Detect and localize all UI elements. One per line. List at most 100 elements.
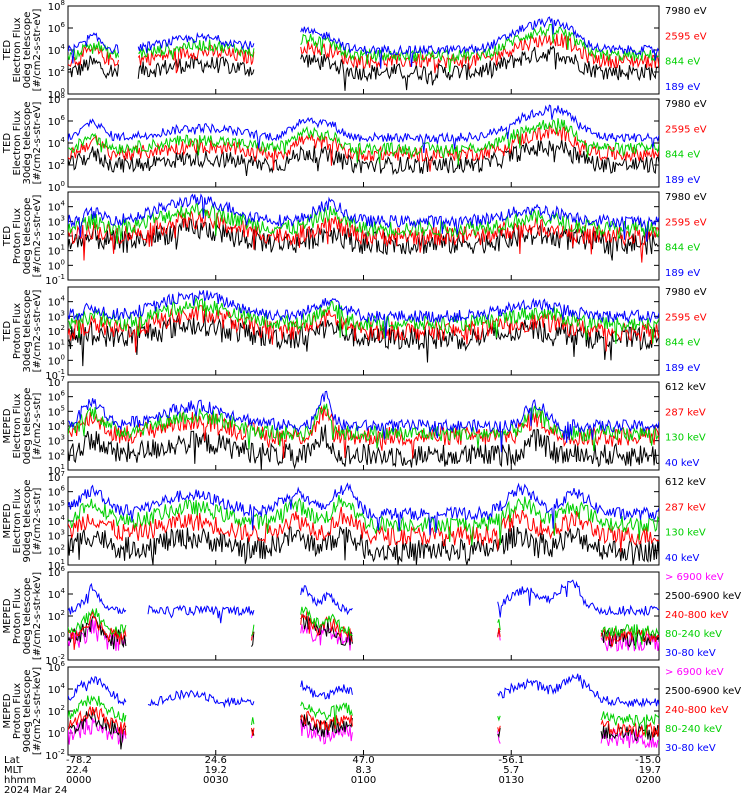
legend-entry: 189 eV: [665, 82, 700, 93]
y-axis-label: TEDElectron Flux30deg telescope[#/cm2-s-…: [2, 101, 43, 184]
y-tick-label: 102: [48, 158, 65, 172]
y-tick-label: 10-2: [45, 748, 65, 762]
y-tick-label: 10-1: [45, 273, 65, 287]
y-axis-label: TEDElectron Flux0deg telescope[#/cm2-s-s…: [2, 9, 43, 92]
y-tick-label: 104: [48, 682, 66, 696]
series-line-green: [68, 606, 659, 650]
legend-entry: 2500-6900 keV: [665, 591, 741, 602]
legend-entry: 30-80 keV: [665, 648, 716, 659]
x-tick-label-hhmm: 0000: [66, 775, 91, 786]
legend-entry: 612 keV: [665, 477, 706, 488]
legend-entry: > 6900 keV: [665, 667, 724, 678]
legend-entry: 189 eV: [665, 175, 700, 186]
series-line-green: [68, 403, 659, 451]
y-tick-label: 107: [48, 470, 65, 484]
series-line-green: [68, 203, 659, 244]
legend-entry: 844 eV: [665, 57, 700, 68]
panel-8: 10-2 100 102 104 106 MEPEDProton Flux90deg te…: [2, 660, 741, 762]
legend-entry: 240-800 keV: [665, 705, 729, 716]
y-tick-label: 106: [48, 390, 66, 404]
series-line-blue: [68, 482, 659, 536]
x-tick-label-mlt: 19.7: [639, 765, 661, 776]
legend-entry: 287 keV: [665, 407, 706, 418]
y-tick-label: 105: [48, 499, 65, 513]
y-tick-label: 105: [48, 404, 65, 418]
series-line-red: [68, 506, 659, 553]
series-line-black: [68, 708, 659, 750]
x-tick-label-lat: -78.2: [66, 755, 92, 766]
y-tick-label: 106: [48, 21, 66, 35]
series-line-red: [68, 210, 659, 263]
y-tick-label: 107: [48, 375, 65, 389]
y-tick-label: 101: [48, 339, 65, 353]
series-line-black: [68, 139, 659, 177]
legend-entry: 40 keV: [665, 553, 699, 564]
series-line-magenta: [68, 717, 659, 749]
y-tick-label: 106: [48, 485, 66, 499]
series-line-black: [68, 525, 659, 565]
y-axis-label: MEPEDProton Flux90deg telescope[#/cm2-s-…: [2, 667, 43, 755]
legend-entry: 287 keV: [665, 502, 706, 513]
legend-entry: 2595 eV: [665, 217, 707, 228]
series-line-magenta: [68, 619, 659, 652]
legend-entry: 7980 eV: [665, 287, 707, 298]
x-axis-row-label: MLT: [4, 765, 24, 776]
y-tick-label: 103: [48, 434, 65, 448]
series-line-blue: [68, 104, 659, 154]
plot-frame: [67, 571, 660, 661]
y-tick-label: 102: [48, 609, 65, 623]
legend-entry: 30-80 keV: [665, 743, 716, 754]
y-tick-label: 101: [48, 244, 65, 258]
legend-entry: 130 keV: [665, 528, 706, 539]
series-line-red: [68, 610, 659, 650]
series-line-green: [68, 495, 659, 546]
x-axis-row-label: hhmm: [4, 775, 36, 786]
legend-entry: 80-240 keV: [665, 724, 722, 735]
series-line-green: [68, 296, 659, 344]
legend-entry: 7980 eV: [665, 6, 707, 17]
y-tick-label: 100: [48, 258, 65, 272]
y-tick-label: 104: [48, 587, 66, 601]
x-axis-row-label: Lat: [4, 755, 20, 766]
x-axis-row-label: 2024 Mar 24: [4, 785, 67, 796]
x-tick-label-mlt: 8.3: [356, 765, 372, 776]
series-line-black: [68, 613, 659, 650]
y-axis-label: TEDProton Flux0deg telescope[#/cm2-s-str…: [2, 195, 43, 278]
y-tick-label: 102: [48, 65, 65, 79]
y-tick-label: 104: [48, 514, 66, 528]
legend-entry: 612 keV: [665, 382, 706, 393]
legend-entry: 844 eV: [665, 338, 700, 349]
y-axis-label: MEPEDElectron Flux0deg telescope[#/cm2-s…: [2, 388, 43, 465]
x-tick-label-mlt: 5.7: [503, 765, 519, 776]
series-line-blue: [68, 579, 659, 624]
x-tick-label-hhmm: 0130: [499, 775, 524, 786]
legend-entry: 240-800 keV: [665, 610, 729, 621]
series-line-red: [68, 706, 659, 739]
y-tick-label: 104: [48, 136, 66, 150]
y-tick-label: 104: [48, 419, 66, 433]
x-tick-label-lat: 47.0: [352, 755, 374, 766]
y-axis-label: MEPEDElectron Flux90deg telescope[#/cm2-…: [2, 479, 43, 562]
y-tick-label: 104: [48, 43, 66, 57]
series-line-blue: [68, 289, 659, 339]
x-tick-label-lat: -56.1: [498, 755, 524, 766]
series-line-blue: [68, 390, 659, 453]
y-tick-label: 103: [48, 309, 65, 323]
panels: 100 102 104 106 108 TEDElectron Flux0deg tele…: [2, 0, 741, 762]
series-line-black: [68, 313, 659, 367]
y-tick-label: 102: [48, 543, 65, 557]
y-axis-label: TEDProton Flux30deg telescope[#/cm2-s-st…: [2, 289, 43, 372]
legend-entry: 2500-6900 keV: [665, 686, 741, 697]
x-tick-label-hhmm: 0100: [351, 775, 376, 786]
y-tick-label: 106: [48, 660, 66, 674]
y-tick-label: 108: [48, 92, 65, 106]
legend-entry: 130 keV: [665, 433, 706, 444]
legend-entry: 2595 eV: [665, 124, 707, 135]
y-tick-label: 104: [48, 200, 66, 214]
